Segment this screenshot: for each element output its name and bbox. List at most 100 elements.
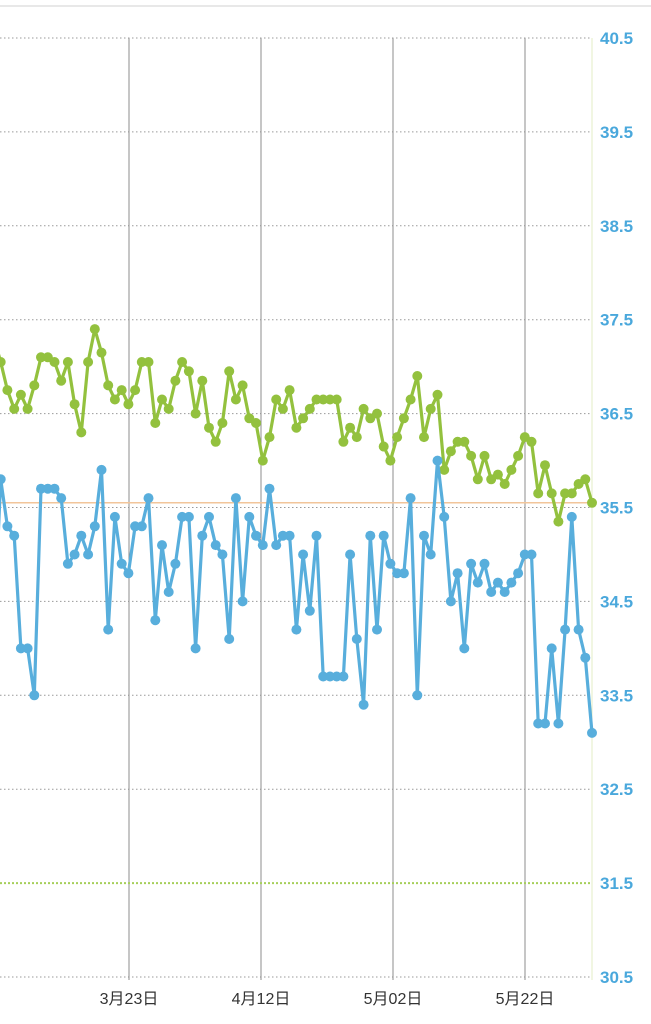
series-0-point [204,422,214,433]
series-0-point [345,422,356,433]
series-0-point [177,357,188,367]
series-0-point [264,432,275,443]
series-0-point [69,399,80,410]
series-1-point [170,558,181,569]
series-0-point [439,464,450,475]
series-1-point [338,671,349,682]
series-0-point [83,357,94,367]
series-1-point [486,587,497,597]
series-1-point [553,718,564,729]
series-0-point [123,399,134,410]
series-1-point [96,464,107,475]
y-tick-label: 34.5 [600,592,633,611]
series-1-point [244,511,255,522]
series-1-point [9,530,20,541]
series-1-point [540,718,550,729]
y-tick-label: 39.5 [600,123,633,142]
series-0-point [459,436,470,447]
y-tick-label: 40.5 [600,29,633,48]
series-0-point [29,380,40,391]
y-tick-label: 30.5 [600,968,633,987]
series-1-point [271,540,282,551]
series-0-point [62,357,73,367]
series-1-point [298,549,309,560]
series-0-point [22,403,33,414]
series-1-point [546,643,557,654]
series-0-point [580,474,591,485]
series-1-point [123,568,134,579]
series-0-point [217,418,228,428]
series-0-point [103,380,114,391]
y-tick-label: 33.5 [600,686,633,705]
series-0-point [49,357,60,367]
series-0-point [210,436,221,447]
series-1-point [116,558,127,569]
series-1-point [69,549,80,560]
series-1-point [304,605,315,616]
y-tick-label: 38.5 [600,217,633,236]
series-0-point [533,488,544,499]
y-tick-label: 36.5 [600,405,633,424]
series-1-point [573,624,584,635]
series-1-point [351,634,362,644]
series-0-point [540,460,550,471]
series-1-point [560,624,571,635]
series-1-point [143,493,154,504]
series-1-point [109,511,120,522]
series-0-point [277,403,288,414]
series-0-point [378,441,389,452]
series-1-point [210,540,221,551]
series-0-point [425,403,436,414]
series-0-point [304,403,315,414]
series-1-point [49,483,60,494]
series-0-point [237,380,248,391]
series-1-point [89,521,100,532]
series-1-point [284,530,295,541]
series-0-point [96,347,107,358]
series-0-point [170,375,181,386]
series-1-point [291,624,302,635]
series-0-point [479,450,490,461]
series-0-point [116,385,127,396]
series-1-point [163,587,174,597]
series-0-point [2,385,13,396]
y-tick-label: 32.5 [600,780,633,799]
series-0-point [351,432,362,443]
series-1-point [398,568,409,579]
x-tick-label: 4月12日 [232,991,291,1008]
series-0-point [566,488,577,499]
series-1-point [372,624,382,635]
series-1-point [580,652,591,663]
series-0-point [143,357,154,367]
series-1-point [378,530,389,541]
series-1-point [136,521,147,532]
series-0-point [157,394,167,405]
series-1-point [526,549,537,560]
series-1-point [466,558,477,569]
series-1-point [237,596,248,607]
series-0-point [76,427,87,438]
series-0-point [257,455,268,466]
series-0-point [56,375,67,386]
vertical-grid [128,38,526,980]
series-1-point [190,643,201,654]
series-1-point [445,596,456,607]
series-1-point [103,624,114,635]
horizontal-grid [0,37,592,978]
series-1-point [0,474,6,485]
series-1-point [56,493,67,504]
y-axis-labels: 40.5 39.5 38.5 37.5 36.5 35.5 34.5 33.5 32.5 31.5… [600,29,633,987]
series-1-point [29,690,40,701]
series-1-point [358,699,369,710]
series-1-point [345,549,356,560]
series-0-point [358,403,369,414]
series-0-point [419,432,429,443]
series-1-point [83,549,94,560]
series-0-point [15,389,26,400]
series-0-point [331,394,342,405]
series-0-point [298,413,309,424]
series-1-point [412,690,423,701]
y-tick-label: 35.5 [600,499,633,518]
series-0-point [150,418,161,428]
series-0-point [284,385,295,396]
